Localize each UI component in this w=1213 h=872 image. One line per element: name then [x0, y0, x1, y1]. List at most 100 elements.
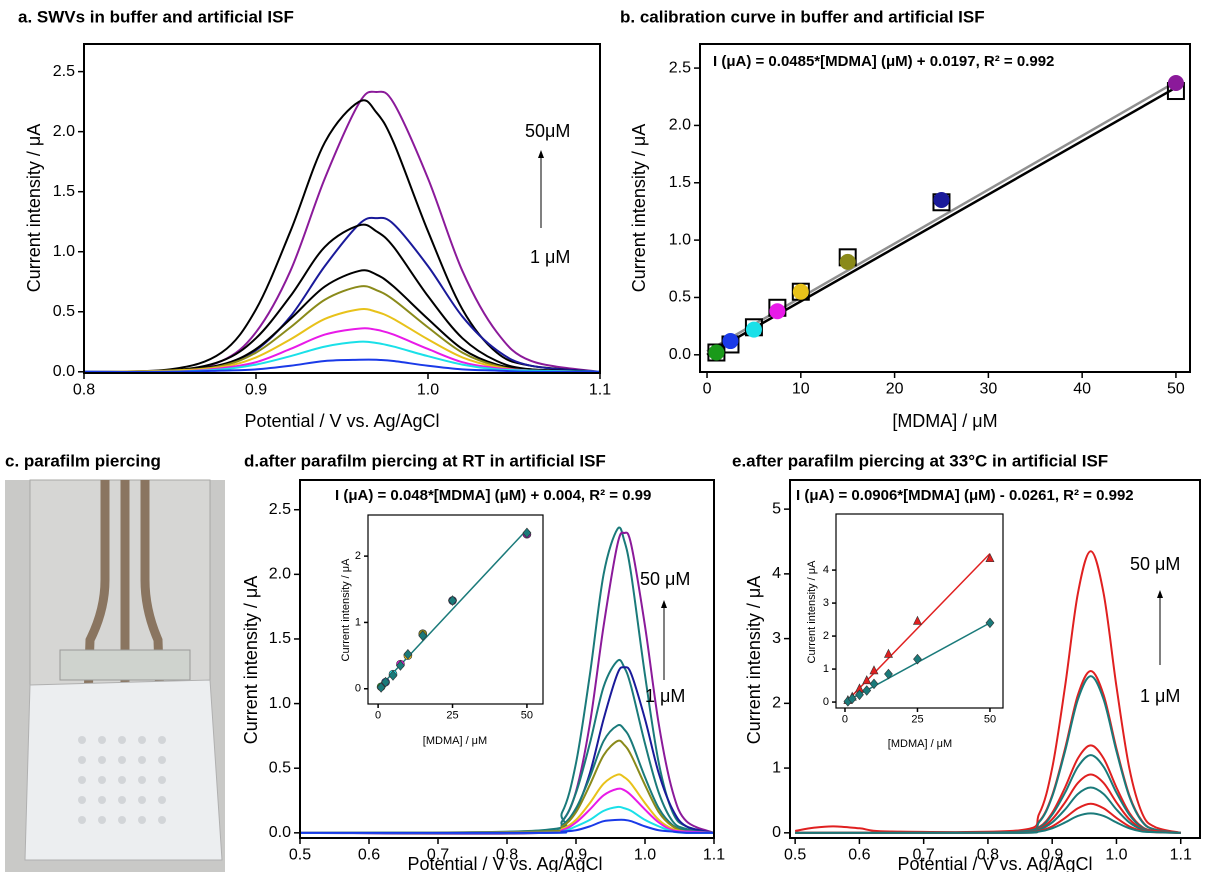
- x-tick-label: 10: [792, 380, 810, 397]
- x-tick-label: 0.8: [73, 381, 95, 398]
- curve: [84, 223, 600, 373]
- plot-frame: [83, 43, 601, 374]
- x-tick-label: 1.0: [634, 846, 656, 863]
- x-tick-label: 50: [521, 710, 533, 722]
- pierce-dot: [78, 756, 86, 764]
- pierce-dot: [78, 796, 86, 804]
- x-tick-label: 0.8: [496, 846, 518, 863]
- electrode: [140, 480, 165, 701]
- marker: [376, 682, 386, 693]
- plot-frame: [789, 479, 1201, 839]
- marker: [884, 668, 893, 680]
- y-tick-label: 2.0: [269, 566, 291, 583]
- parafilm: [24, 679, 223, 861]
- y-tick-label: 2: [823, 630, 829, 642]
- marker: [985, 617, 995, 629]
- annotation: 50 μM: [640, 569, 690, 589]
- marker: [839, 253, 856, 270]
- x-axis-label: [MDMA] / μM: [892, 411, 997, 431]
- x-axis-label: Potential / V vs. Ag/AgCl: [407, 854, 602, 872]
- x-axis-label: Potential / V vs. Ag/AgCl: [897, 854, 1092, 872]
- plot-area: [84, 44, 600, 373]
- marker: [722, 333, 739, 350]
- y-tick-label: 0: [772, 824, 781, 841]
- y-tick-label: 0.0: [669, 346, 691, 363]
- y-tick-label: 0.5: [269, 759, 291, 776]
- marks: [84, 90, 600, 373]
- y-axis-label: Current intensity / μA: [241, 576, 261, 744]
- pierce-dot: [118, 776, 126, 784]
- x-tick-label: 0: [375, 710, 381, 722]
- y-tick-label: 1.0: [53, 243, 75, 260]
- y-tick-label: 0.0: [269, 824, 291, 841]
- y-tick-label: 1.0: [669, 231, 691, 248]
- y-tick-label: 1.5: [53, 183, 75, 200]
- curve: [84, 285, 600, 373]
- x-axis-label: [MDMA] / μM: [423, 735, 487, 747]
- curve: [84, 269, 600, 373]
- pierce-dot: [118, 816, 126, 824]
- pierce-dot: [138, 756, 146, 764]
- pierce-dot: [98, 816, 106, 824]
- marker: [869, 665, 879, 675]
- plot-frame: [699, 43, 1191, 373]
- x-tick-label: 0.9: [1041, 846, 1063, 863]
- pierce-dot: [158, 796, 166, 804]
- marker: [792, 283, 809, 300]
- pierce-dot: [138, 776, 146, 784]
- chart-title: e.after parafilm piercing at 33°C in art…: [732, 451, 1108, 470]
- electrode: [83, 480, 110, 701]
- plot-area: [836, 514, 1003, 708]
- y-tick-label: 1.5: [269, 630, 291, 647]
- x-tick-label: 0.6: [358, 846, 380, 863]
- annotation: 1 μM: [1140, 686, 1180, 706]
- marks: [376, 527, 532, 693]
- marks: [843, 553, 995, 707]
- y-tick-label: 0: [355, 683, 361, 695]
- pierce-dot: [138, 736, 146, 744]
- marker: [862, 675, 872, 685]
- y-tick-label: 2.0: [669, 117, 691, 134]
- chart-title: b. calibration curve in buffer and artif…: [620, 7, 985, 26]
- x-tick-label: 1.0: [1105, 846, 1127, 863]
- marker: [522, 527, 532, 539]
- plot-frame: [367, 514, 544, 705]
- x-tick-label: 0.9: [245, 381, 267, 398]
- pierced-array: [78, 736, 166, 824]
- arrow-head: [1157, 590, 1163, 598]
- marker: [448, 595, 457, 606]
- y-tick-label: 2.5: [669, 59, 691, 76]
- marker: [403, 648, 413, 660]
- marker: [913, 653, 922, 665]
- x-tick-label: 50: [1167, 380, 1185, 397]
- pierce-dot: [138, 816, 146, 824]
- x-tick-label: 0.5: [289, 846, 311, 863]
- y-tick-label: 2: [355, 550, 361, 562]
- pierce-dot: [98, 756, 106, 764]
- pierce-dot: [98, 736, 106, 744]
- y-axis-label: Current intensity / μA: [24, 124, 44, 292]
- equation: I (μA) = 0.048*[MDMA] (μM) + 0.004, R² =…: [335, 487, 651, 504]
- marker: [883, 648, 893, 658]
- x-tick-label: 20: [886, 380, 904, 397]
- fit-line: [844, 553, 991, 704]
- annotation: 1 μM: [645, 686, 685, 706]
- marker: [847, 693, 857, 705]
- x-tick-label: 25: [446, 710, 458, 722]
- y-tick-label: 1: [823, 663, 829, 675]
- marks: [794, 550, 1181, 834]
- curve: [84, 340, 600, 373]
- x-tick-label: 0.7: [427, 846, 449, 863]
- marker: [769, 303, 786, 320]
- pierce-dot: [118, 736, 126, 744]
- y-tick-label: 4: [823, 564, 829, 576]
- pierce-dot: [78, 776, 86, 784]
- y-tick-label: 4: [772, 565, 781, 582]
- plot-area: [368, 515, 543, 704]
- marks: [300, 526, 714, 835]
- y-tick-label: 1.5: [669, 174, 691, 191]
- curve: [795, 812, 1181, 834]
- y-axis-label: Current intensity / μA: [744, 576, 764, 744]
- x-tick-label: 1.1: [703, 846, 725, 863]
